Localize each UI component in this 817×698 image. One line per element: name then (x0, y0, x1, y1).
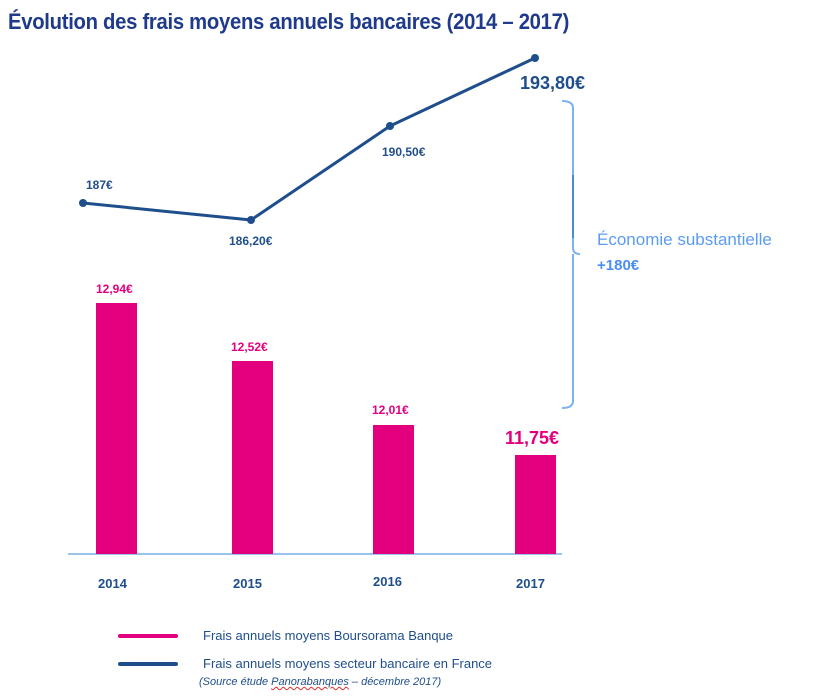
x-tick-2016: 2016 (373, 574, 402, 589)
legend-label-boursorama: Frais annuels moyens Boursorama Banque (203, 628, 454, 643)
x-tick-2017: 2017 (516, 576, 545, 591)
line-label-2015: 186,20€ (229, 234, 273, 248)
source-name: Panorabanques (271, 676, 349, 688)
chart-title: Évolution des frais moyens annuels banca… (8, 9, 570, 34)
bar-label-2015: 12,52€ (231, 340, 268, 354)
line-label-2016: 190,50€ (382, 145, 426, 159)
line-label-2017: 193,80€ (520, 73, 586, 93)
source-prefix: (Source étude (199, 676, 272, 688)
line-point-2016 (386, 122, 394, 130)
legend-swatch-navy (118, 661, 178, 666)
bar-label-2017: 11,75€ (505, 428, 560, 448)
bar-label-2014: 12,94€ (96, 282, 133, 296)
savings-bracket (561, 100, 581, 409)
line-point-2015 (247, 216, 255, 224)
source-suffix: – décembre 2017) (348, 676, 442, 688)
savings-annotation-value: +180€ (597, 257, 640, 274)
savings-annotation-text: Économie substantielle (597, 230, 772, 249)
x-tick-2014: 2014 (98, 576, 127, 591)
bar-2015 (232, 361, 273, 554)
line-label-2014: 187€ (86, 178, 113, 192)
line-point-2014 (79, 199, 87, 207)
x-tick-2015: 2015 (233, 576, 262, 591)
line-series-sector (82, 56, 536, 222)
legend-item-sector: Frais annuels moyens secteur bancaire en… (118, 656, 492, 671)
legend-item-boursorama: Frais annuels moyens Boursorama Banque (118, 628, 453, 643)
bar-2017 (515, 455, 556, 554)
line-point-2017 (531, 54, 539, 62)
legend-source-note: (Source étude Panorabanques – décembre 2… (199, 676, 441, 688)
bar-2014 (96, 303, 137, 554)
bar-2016 (373, 425, 414, 554)
legend-swatch-pink (118, 633, 178, 638)
legend-label-sector: Frais annuels moyens secteur bancaire en… (203, 656, 493, 671)
bar-label-2016: 12,01€ (372, 403, 409, 417)
